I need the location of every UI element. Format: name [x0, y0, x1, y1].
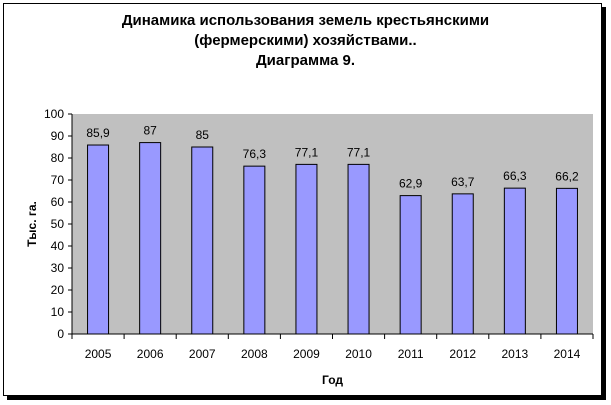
data-label-2012: 63,7	[451, 175, 475, 189]
bar-2012	[451, 193, 474, 335]
chart-title-line-2: (фермерскими) хозяйствами..	[194, 32, 417, 49]
data-label-2009: 77,1	[295, 145, 319, 159]
data-label-2013: 66,3	[503, 169, 527, 183]
x-tick-label-2011: 2011	[398, 347, 424, 361]
chart-title-line-1: Динамика использования земель крестьянск…	[121, 12, 490, 29]
bar-2014	[555, 187, 578, 335]
x-tick-label-2010: 2010	[345, 347, 372, 361]
bar-2007	[191, 146, 214, 335]
y-tick-label-20: 20	[51, 283, 65, 297]
y-tick-label-100: 100	[44, 107, 64, 121]
x-tick-label-2012: 2012	[449, 347, 476, 361]
y-tick-label-80: 80	[51, 151, 65, 165]
x-tick-labels: 2005 2006 2007 2008 2009 2010 2011 2012 2013 2014	[85, 347, 581, 361]
bar-2005	[87, 144, 110, 335]
chart-title-line-3: Диаграмма 9.	[255, 52, 356, 69]
data-label-2011: 62,9	[399, 177, 423, 191]
bars-group	[87, 142, 578, 335]
bar-2006	[139, 142, 162, 335]
x-tick-label-2005: 2005	[85, 347, 112, 361]
y-axis-title: Тыс. га.	[25, 201, 39, 247]
y-tick-label-50: 50	[51, 217, 65, 231]
bar-2013	[503, 187, 526, 335]
x-tick-label-2008: 2008	[241, 347, 268, 361]
y-tick-label-90: 90	[51, 129, 65, 143]
x-tick-label-2013: 2013	[501, 347, 528, 361]
data-label-2006: 87	[143, 124, 157, 138]
x-tick-label-2014: 2014	[554, 347, 581, 361]
data-labels: 85,9 87 85 76,3 77,1 77,1 62,9 63,7 66,3 66,2	[86, 124, 579, 191]
x-tick-label-2007: 2007	[189, 347, 216, 361]
x-tick-label-2009: 2009	[293, 347, 320, 361]
chart-title: Динамика использования земель крестьянск…	[0, 11, 611, 71]
data-label-2007: 85	[196, 128, 210, 142]
data-label-2010: 77,1	[347, 145, 371, 159]
y-tick-label-70: 70	[51, 173, 65, 187]
bar-2010	[347, 163, 370, 335]
data-label-2008: 76,3	[243, 147, 267, 161]
bar-2008	[243, 165, 266, 335]
y-tick-label-60: 60	[51, 195, 65, 209]
y-tick-label-40: 40	[51, 239, 65, 253]
y-tick-label-0: 0	[57, 327, 64, 341]
x-tick-label-2006: 2006	[137, 347, 164, 361]
x-axis-title: Год	[322, 373, 343, 387]
data-label-2005: 85,9	[86, 126, 110, 140]
bar-2009	[295, 163, 318, 335]
y-tick-label-30: 30	[51, 261, 65, 275]
bar-2011	[399, 195, 422, 335]
y-tick-label-10: 10	[51, 305, 65, 319]
y-tick-labels: 0 10 20 30 40 50 60 70 80 90 100	[44, 107, 64, 341]
axis-ticks	[68, 113, 594, 339]
data-label-2014: 66,2	[555, 169, 579, 183]
